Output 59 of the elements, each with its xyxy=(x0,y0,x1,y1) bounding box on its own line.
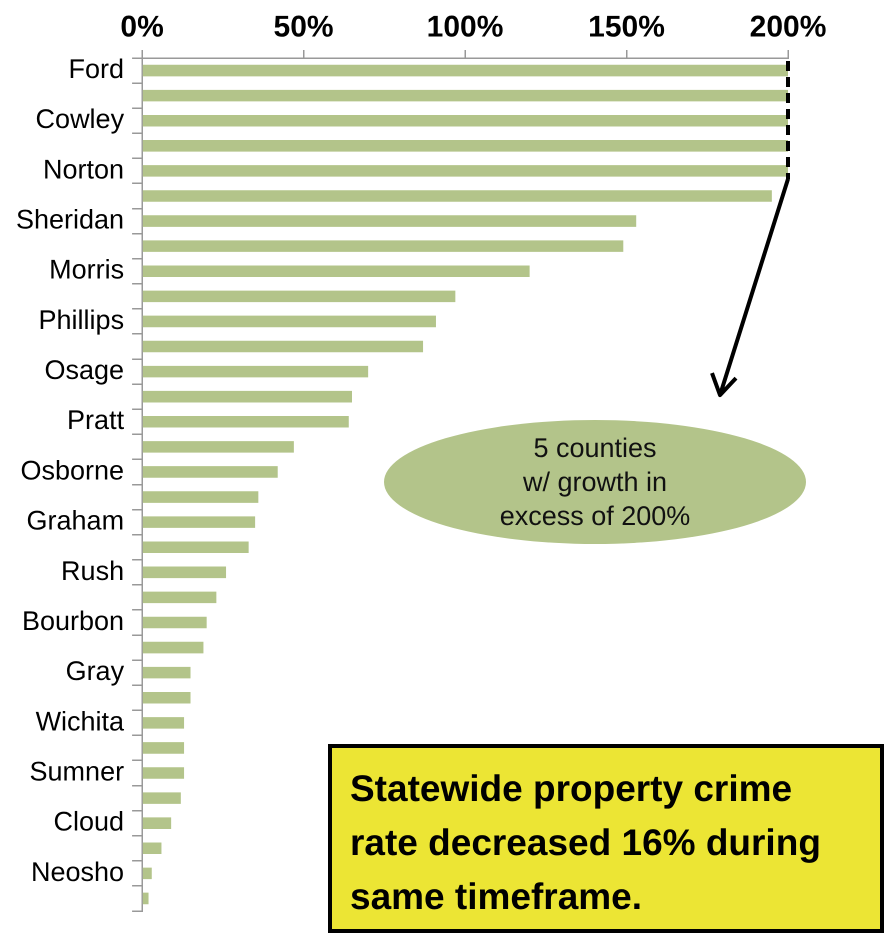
bar xyxy=(142,416,349,428)
x-tick-label: 100% xyxy=(426,10,504,44)
y-tick-label: Osage xyxy=(44,355,124,386)
bar xyxy=(142,666,191,678)
bar xyxy=(142,165,788,177)
bar xyxy=(142,366,368,378)
bar xyxy=(142,290,456,302)
bar xyxy=(142,742,184,754)
y-tick-label: Ford xyxy=(68,54,124,84)
bar xyxy=(142,616,207,628)
y-tick-label: Rush xyxy=(61,556,124,586)
y-tick-label: Norton xyxy=(43,154,124,184)
bar xyxy=(142,90,788,102)
y-tick-label: Pratt xyxy=(67,405,125,436)
bar xyxy=(142,114,788,126)
x-tick-label: 50% xyxy=(274,10,334,44)
ellipse-callout: 5 counties w/ growth in excess of 200% xyxy=(384,420,806,544)
bar xyxy=(142,642,204,654)
bar xyxy=(142,817,172,829)
y-tick-label: Graham xyxy=(26,506,124,536)
bar xyxy=(142,340,424,352)
y-tick-label: Cloud xyxy=(54,806,124,837)
bar xyxy=(142,592,216,604)
y-tick-label: Phillips xyxy=(38,304,124,335)
bar xyxy=(142,717,184,729)
bar xyxy=(142,190,772,202)
bar xyxy=(142,792,181,804)
y-tick-label: Neosho xyxy=(31,856,124,887)
bar xyxy=(142,892,149,904)
bar xyxy=(142,215,636,227)
y-tick-label: Sheridan xyxy=(16,204,124,235)
bar xyxy=(142,842,162,854)
y-tick-label: Sumner xyxy=(30,756,124,786)
bar xyxy=(142,692,191,704)
bar xyxy=(142,516,256,528)
annotation: Statewide property crime rate decreased 16% during same timeframe. xyxy=(350,768,821,917)
y-tick-label: Wichita xyxy=(36,706,126,736)
y-tick-label: Osborne xyxy=(20,455,124,486)
bar xyxy=(142,566,226,578)
y-tick-label: Bourbon xyxy=(22,606,124,636)
bar xyxy=(142,64,788,76)
bar xyxy=(142,140,788,152)
x-tick-label: 200% xyxy=(750,10,826,44)
x-tick-label: 0% xyxy=(120,10,164,44)
bar xyxy=(142,390,352,402)
annotation: 5 counties w/ growth in excess of 200% xyxy=(498,432,692,533)
bar xyxy=(142,541,249,553)
x-tick-label: 150% xyxy=(588,10,665,44)
bar xyxy=(142,441,294,453)
y-tick-label: Cowley xyxy=(36,104,125,134)
bar xyxy=(142,466,278,478)
y-tick-label: Morris xyxy=(49,254,124,285)
bar xyxy=(142,240,624,252)
bar xyxy=(142,265,530,278)
y-tick-label: Gray xyxy=(66,656,125,686)
bar xyxy=(142,316,436,328)
bar xyxy=(142,767,184,779)
bar xyxy=(142,491,258,503)
bar xyxy=(142,868,152,880)
